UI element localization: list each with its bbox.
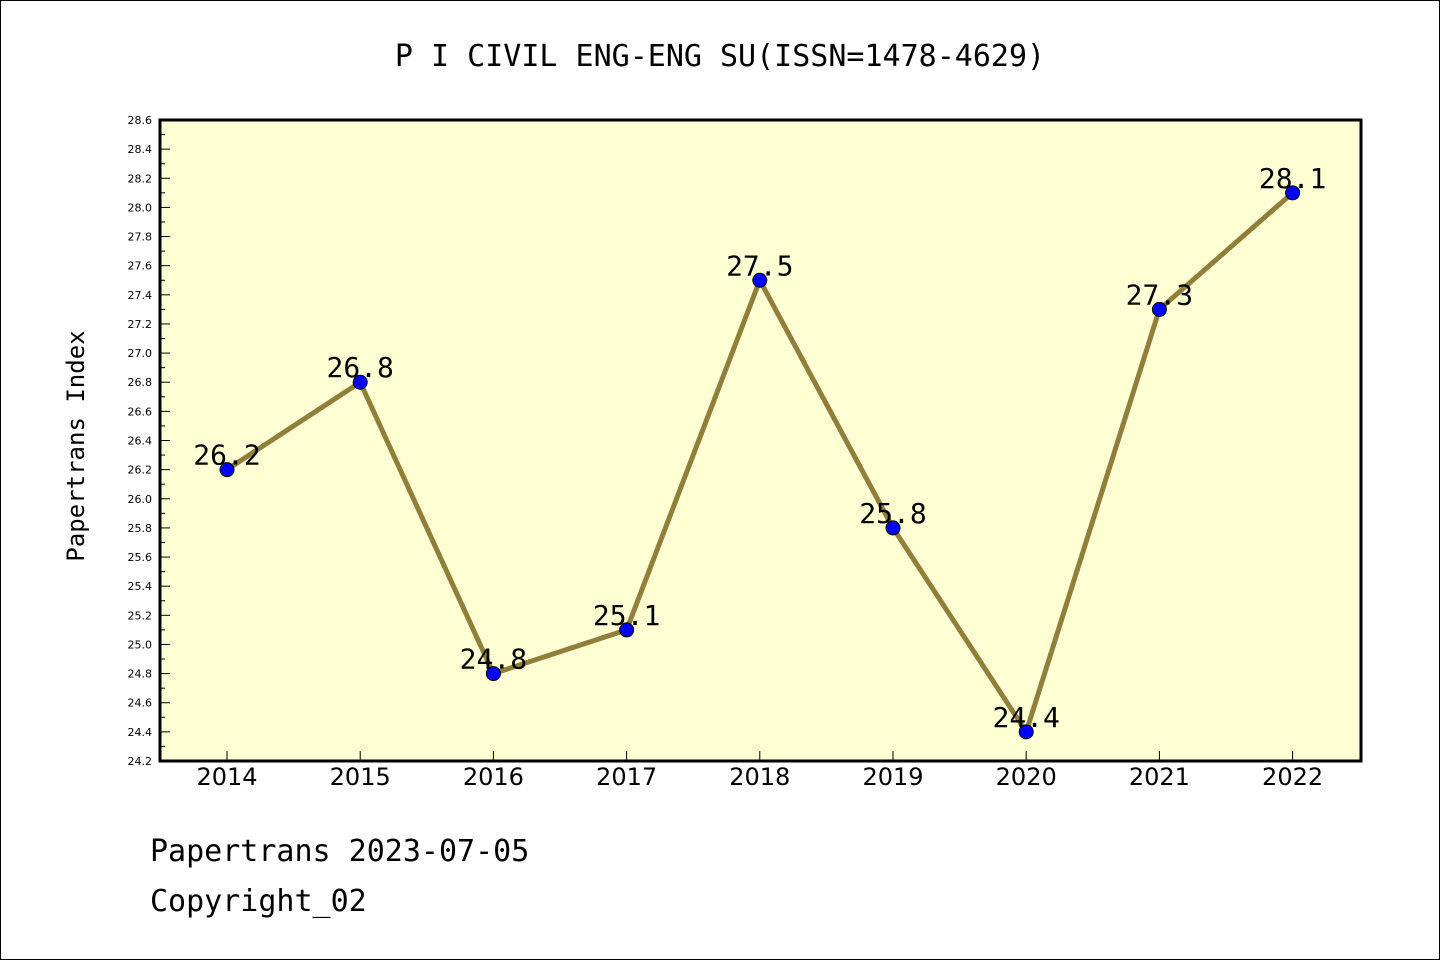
- y-tick-label: 26.8: [128, 376, 153, 389]
- y-tick-label: 24.6: [128, 697, 153, 710]
- x-axis-ticks: 2014 2015 2016 2017 2018 2019 2020 2021 2022: [196, 751, 1323, 791]
- data-label: 24.4: [992, 701, 1059, 734]
- chart-title: P I CIVIL ENG-ENG SU(ISSN=1478-4629): [395, 39, 1045, 74]
- data-labels: 26.2 26.8 24.8 25.1 27.5 25.8 24.4 27.3 28.1: [193, 162, 1326, 734]
- data-point: [1151, 301, 1167, 317]
- data-point: [1285, 185, 1301, 201]
- footer-copyright-text: Copyright_02: [150, 884, 367, 919]
- x-tick-label: 2015: [330, 763, 391, 791]
- data-point: [752, 272, 768, 288]
- y-tick-label: 25.8: [128, 522, 153, 535]
- y-tick-label: 26.0: [128, 493, 153, 506]
- y-axis-ticks: 24.2 24.4 24.6 24.8 25.0 25.2 25.4 25.6 25.8 26.0…: [128, 114, 170, 768]
- y-tick-label: 27.0: [128, 347, 153, 360]
- y-tick-label: 24.2: [128, 755, 153, 768]
- data-point: [485, 666, 501, 682]
- data-label: 26.2: [193, 439, 260, 472]
- data-label: 27.5: [726, 249, 793, 282]
- y-tick-label: 28.0: [128, 201, 153, 214]
- y-tick-label: 26.2: [128, 464, 153, 477]
- y-tick-label: 26.4: [128, 435, 153, 448]
- data-label: 25.1: [593, 599, 660, 632]
- y-tick-label: 28.4: [128, 143, 153, 156]
- data-point: [352, 374, 368, 390]
- y-tick-label: 25.2: [128, 609, 153, 622]
- x-tick-label: 2021: [1129, 763, 1190, 791]
- data-label: 27.3: [1126, 278, 1193, 311]
- data-label: 26.8: [326, 351, 393, 384]
- y-tick-label: 27.2: [128, 318, 153, 331]
- footer-date-text: Papertrans 2023-07-05: [150, 834, 530, 869]
- data-markers: [219, 185, 1301, 740]
- data-label: 25.8: [859, 497, 926, 530]
- y-tick-label: 28.6: [128, 114, 153, 127]
- data-point: [219, 462, 235, 478]
- x-tick-label: 2014: [196, 763, 257, 791]
- y-tick-label: 27.4: [128, 289, 153, 302]
- data-point: [619, 622, 635, 638]
- data-point: [885, 520, 901, 536]
- x-tick-label: 2019: [862, 763, 923, 791]
- x-tick-label: 2017: [596, 763, 657, 791]
- y-tick-label: 27.8: [128, 231, 153, 244]
- plot-area: [158, 118, 1363, 763]
- y-axis-label: Papertrans Index: [62, 330, 90, 561]
- y-tick-label: 25.0: [128, 638, 153, 651]
- x-tick-label: 2022: [1262, 763, 1323, 791]
- data-label: 24.8: [460, 643, 527, 676]
- x-tick-label: 2018: [729, 763, 790, 791]
- x-tick-label: 2020: [996, 763, 1057, 791]
- y-tick-label: 24.8: [128, 668, 153, 681]
- y-tick-label: 28.2: [128, 172, 153, 185]
- x-tick-label: 2016: [463, 763, 524, 791]
- y-tick-label: 26.6: [128, 405, 153, 418]
- data-label: 28.1: [1259, 162, 1326, 195]
- y-tick-label: 24.4: [128, 726, 153, 739]
- data-point: [1018, 724, 1034, 740]
- y-tick-label: 25.6: [128, 551, 153, 564]
- y-tick-label: 25.4: [128, 580, 153, 593]
- y-tick-label: 27.6: [128, 260, 153, 273]
